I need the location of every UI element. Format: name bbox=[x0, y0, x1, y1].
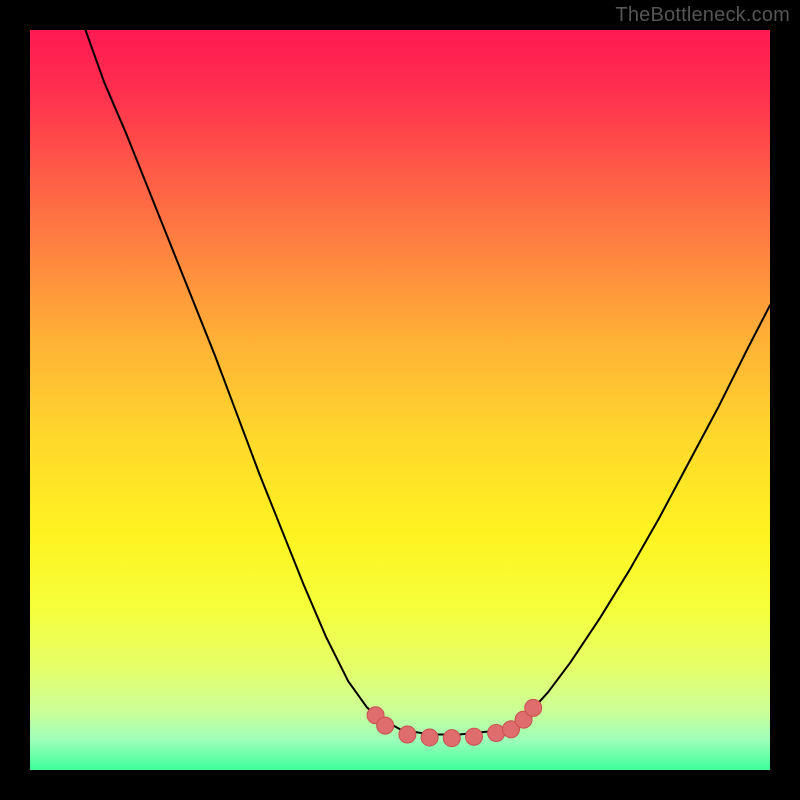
marker-point bbox=[488, 725, 505, 742]
marker-point bbox=[525, 699, 542, 716]
bottleneck-chart bbox=[30, 30, 770, 770]
marker-point bbox=[377, 717, 394, 734]
plot-background bbox=[30, 30, 770, 770]
marker-point bbox=[399, 726, 416, 743]
marker-point bbox=[443, 730, 460, 747]
figure-root: TheBottleneck.com bbox=[0, 0, 800, 800]
marker-point bbox=[466, 728, 483, 745]
marker-point bbox=[421, 729, 438, 746]
attribution-text: TheBottleneck.com bbox=[615, 4, 790, 27]
